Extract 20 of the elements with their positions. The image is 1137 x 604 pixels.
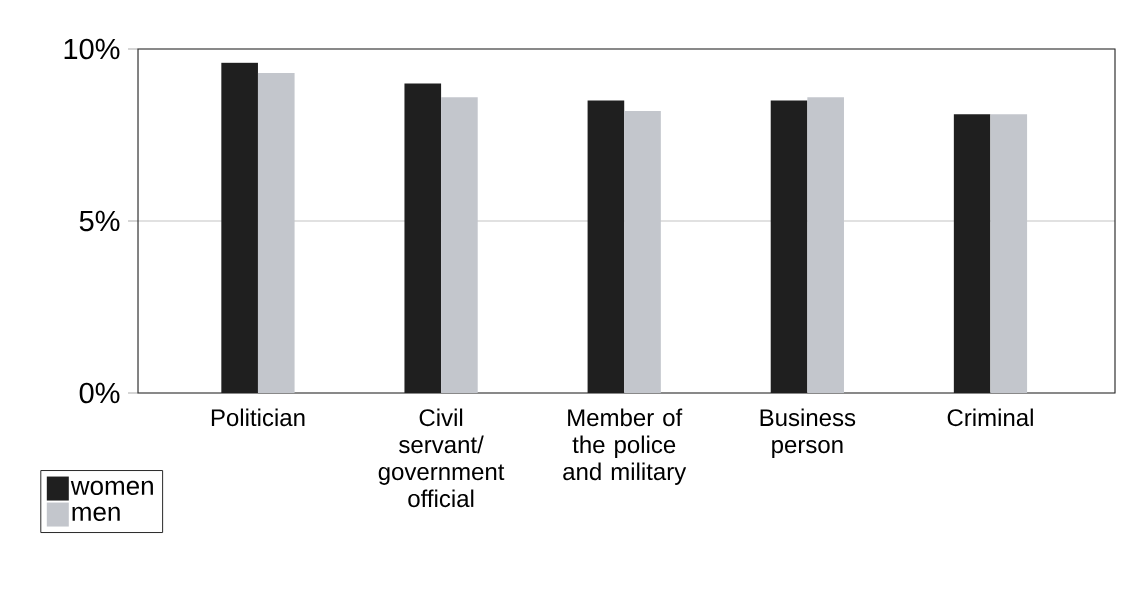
bar bbox=[441, 97, 478, 393]
bar bbox=[587, 100, 625, 393]
y-tick-label: 0% bbox=[79, 382, 120, 404]
y-tick-label: 10% bbox=[64, 38, 120, 60]
bar bbox=[953, 114, 991, 393]
bar bbox=[221, 62, 258, 393]
legend-label: men bbox=[72, 506, 120, 522]
bar bbox=[807, 97, 844, 393]
x-tick-label: Business person bbox=[760, 408, 856, 458]
x-tick-label: Member of the police and military bbox=[563, 408, 687, 485]
bar bbox=[624, 110, 661, 393]
bar bbox=[257, 73, 295, 393]
x-tick-label: Politician bbox=[211, 408, 305, 427]
x-tick-label: Criminal bbox=[947, 408, 1033, 427]
legend-label: women bbox=[70, 480, 153, 496]
bar bbox=[770, 100, 808, 393]
bar bbox=[990, 114, 1028, 393]
x-tick-label: Civil servant/ government official bbox=[378, 408, 505, 508]
y-tick-label: 5% bbox=[79, 210, 120, 232]
bar bbox=[404, 83, 442, 393]
